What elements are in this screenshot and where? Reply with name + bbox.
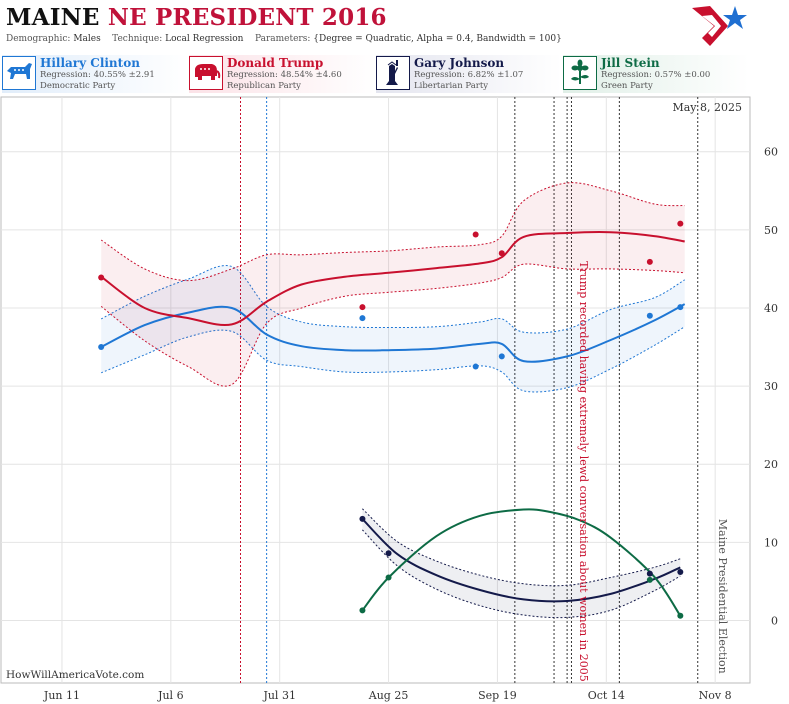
candidate-regression: Regression: 40.55% ±2.91 — [40, 70, 155, 80]
poll-point — [646, 258, 653, 265]
parameters-value: {Degree = Quadratic, Alpha = 0.4, Bandwi… — [313, 34, 562, 44]
poll-point — [385, 550, 392, 557]
poll-point — [646, 576, 653, 583]
candidate-party: Libertarian Party — [414, 81, 489, 91]
statue-of-liberty-icon — [376, 56, 410, 90]
poll-point — [359, 607, 366, 614]
poll-point — [359, 304, 366, 311]
annotation-text: Maine Presidential Election — [716, 519, 729, 674]
y-tick-label: 20 — [764, 458, 778, 471]
x-tick-label: Aug 25 — [368, 689, 409, 702]
candidate-regression: Regression: 48.54% ±4.60 — [227, 70, 342, 80]
regression-line — [361, 518, 681, 603]
regression-line — [100, 303, 686, 363]
y-tick-label: 40 — [764, 302, 778, 315]
y-tick-label: 0 — [771, 614, 778, 627]
x-tick-label: Jul 6 — [157, 689, 184, 702]
x-tick-label: Oct 14 — [588, 689, 625, 702]
candidate-name: Hillary Clinton — [40, 56, 140, 70]
candidate-card-trump: Donald Trump Regression: 48.54% ±4.60 Re… — [189, 55, 375, 93]
candidate-name: Jill Stein — [601, 56, 660, 70]
x-tick-label: Nov 8 — [699, 689, 732, 702]
elephant-icon — [189, 56, 223, 90]
poll-point — [498, 250, 505, 257]
grid — [1, 97, 750, 683]
band-lower-edge — [101, 326, 685, 393]
chart-parameters: Demographic: Males Technique: Local Regr… — [6, 34, 562, 44]
poll-point — [385, 574, 392, 581]
candidate-party: Republican Party — [227, 81, 301, 91]
donkey-icon — [2, 56, 36, 90]
annotations: Trump recorded having extremely lewd con… — [577, 261, 729, 682]
poll-point — [677, 612, 684, 619]
candidate-regression: Regression: 0.57% ±0.00 — [601, 70, 711, 80]
candidate-party: Green Party — [601, 81, 653, 91]
flower-icon — [563, 56, 597, 90]
technique-label: Technique: — [112, 34, 163, 44]
candidate-card-johnson: Gary Johnson Regression: 6.82% ±1.07 Lib… — [376, 55, 562, 93]
poll-point — [472, 231, 479, 238]
y-tick-label: 60 — [764, 146, 778, 159]
band-lower-edge — [100, 263, 685, 387]
regression-line — [100, 230, 685, 327]
poll-point — [359, 315, 366, 322]
site-logo-icon — [692, 6, 747, 46]
poll-point — [677, 304, 684, 311]
candidate-name: Donald Trump — [227, 56, 324, 70]
plot-area — [0, 96, 751, 684]
technique-value: Local Regression — [165, 34, 244, 44]
demographic-value: Males — [73, 34, 101, 44]
regression-line — [361, 508, 682, 617]
x-tick-label: Sep 19 — [478, 689, 517, 702]
candidate-regression: Regression: 6.82% ±1.07 — [414, 70, 524, 80]
confidence-band — [362, 508, 681, 618]
annotation-text: Trump recorded having extremely lewd con… — [577, 261, 590, 682]
candidate-name: Gary Johnson — [414, 56, 505, 70]
candidate-card-clinton: Hillary Clinton Regression: 40.55% ±2.91… — [2, 55, 188, 93]
poll-point — [498, 353, 505, 360]
poll-point — [472, 363, 479, 370]
state-name: MAINE — [6, 4, 100, 31]
poll-point — [98, 344, 105, 351]
band-upper-edge — [362, 508, 681, 587]
date-label: May 8, 2025 — [672, 101, 742, 114]
poll-points — [98, 220, 684, 619]
poll-point — [677, 569, 684, 576]
chart-header: MAINE NE PRESIDENT 2016 Demographic: Mal… — [0, 0, 789, 52]
y-tick-label: 30 — [764, 380, 778, 393]
watermark: HowWillAmericaVote.com — [6, 669, 144, 681]
candidate-party: Democratic Party — [40, 81, 116, 91]
confidence-band — [101, 265, 685, 392]
axes: 0 10 20 30 40 50 60 Jun 11 Jul 6 Jul 31 Aug 25 Sep … — [43, 146, 778, 702]
demographic-label: Demographic: — [6, 34, 71, 44]
candidate-card-stein: Jill Stein Regression: 0.57% ±0.00 Green… — [563, 55, 749, 93]
chart-title: MAINE NE PRESIDENT 2016 — [6, 4, 387, 31]
poll-point — [98, 274, 105, 281]
poll-point — [646, 570, 653, 577]
y-tick-label: 10 — [764, 536, 778, 549]
parameters-label: Parameters: — [254, 34, 311, 44]
x-tick-label: Jun 11 — [43, 689, 80, 702]
poll-point — [359, 515, 366, 522]
x-tick-label: Jul 31 — [262, 689, 296, 702]
y-tick-label: 50 — [764, 224, 778, 237]
race-name: NE PRESIDENT 2016 — [107, 4, 387, 31]
band-upper-edge — [100, 182, 685, 282]
band-upper-edge — [100, 265, 685, 334]
regression-lines — [100, 230, 686, 617]
band-lower-edge — [362, 529, 681, 619]
poll-point — [646, 312, 653, 319]
poll-point — [677, 220, 684, 227]
